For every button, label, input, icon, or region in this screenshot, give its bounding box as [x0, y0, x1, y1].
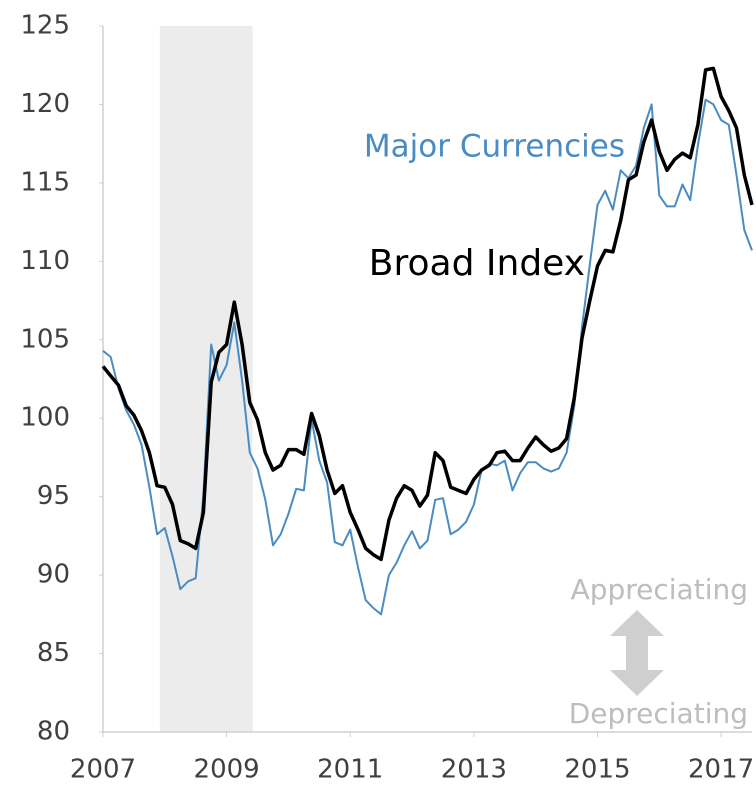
series-label: Broad Index [369, 243, 585, 284]
y-tick-label: 115 [20, 167, 70, 197]
x-tick-label: 2009 [194, 755, 260, 785]
series-line [102, 98, 753, 616]
y-tick-label: 95 [37, 481, 70, 511]
arrow [610, 610, 664, 696]
y-tick-label: 85 [37, 638, 70, 668]
y-tick-label: 80 [37, 717, 70, 747]
y-tick-label: 120 [20, 89, 70, 119]
x-tick-label: 2013 [441, 755, 507, 785]
y-tick-label: 110 [20, 246, 70, 276]
series-label: Major Currencies [364, 129, 625, 165]
y-tick-label: 90 [37, 560, 70, 590]
recession-band [159, 26, 253, 732]
x-tick-label: 2015 [564, 755, 630, 785]
y-tick-label: 100 [20, 403, 70, 433]
annotation: Depreciating [569, 697, 748, 730]
y-tick-label: 105 [20, 324, 70, 354]
x-tick-label: 2007 [70, 755, 136, 785]
series-line [101, 66, 754, 562]
x-tick-label: 2011 [317, 755, 383, 785]
y-tick-label: 125 [20, 11, 70, 41]
annotation: Appreciating [571, 573, 748, 606]
x-tick-label: 2017 [688, 755, 754, 785]
